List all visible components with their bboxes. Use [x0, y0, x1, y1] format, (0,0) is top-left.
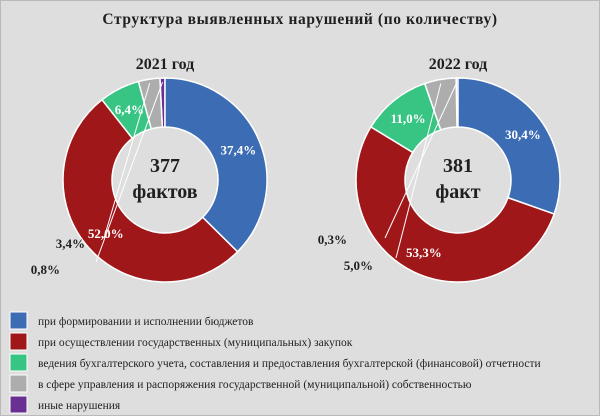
- leader-line-property: [103, 83, 151, 239]
- year-label-2021: 2021 год: [136, 56, 195, 73]
- center-value-2022: 381: [443, 155, 473, 177]
- data-label-accounting: 11,0%: [391, 111, 426, 126]
- center-value-2021: 377: [150, 155, 180, 177]
- center-unit-2021: фактов: [132, 181, 197, 203]
- donut-2022: 2022 год 381 факт 30,4% 53,3% 11,0% 5,0% 0,3…: [318, 56, 561, 283]
- data-label-property: 3,4%: [56, 236, 85, 251]
- data-label-budget: 30,4%: [505, 127, 541, 142]
- leader-line-other: [95, 81, 164, 263]
- leader-line-other: [384, 81, 458, 239]
- legend-label-other: иные нарушения: [38, 400, 121, 412]
- legend-swatch-other: [9, 395, 28, 414]
- slice-budget: [164, 77, 268, 253]
- data-label-accounting: 6,4%: [115, 102, 144, 117]
- slice-procurement: [62, 98, 239, 283]
- slice-property: [137, 77, 164, 130]
- data-label-budget: 37,4%: [220, 142, 256, 157]
- year-label-2022: 2022 год: [429, 56, 488, 73]
- data-label-procurement: 53,3%: [406, 245, 442, 260]
- legend-label-budget: при формировании и исполнении бюджетов: [38, 316, 254, 328]
- legend-label-accounting: ведения бухгалтерского учета, составлени…: [38, 358, 541, 370]
- slice-procurement: [355, 125, 556, 283]
- leader-line-property: [395, 83, 442, 259]
- data-label-property: 5,0%: [344, 258, 373, 273]
- donut-2021: 2021 год 377 фактов 37,4%52,0%6,4%3,4%0,…: [31, 56, 268, 283]
- chart-title: Структура выявленных нарушений (по колич…: [102, 11, 497, 28]
- slice-accounting: [100, 80, 153, 140]
- center-unit-2022: факт: [435, 181, 480, 203]
- legend-label-property: в сфере управления и распоряжения госуда…: [38, 379, 472, 391]
- legend-swatch-procurement: [9, 332, 28, 351]
- legend-swatch-budget: [9, 311, 28, 330]
- slice-budget: [457, 77, 561, 215]
- data-label-other: 0,8%: [31, 262, 60, 277]
- data-label-other: 0,3%: [318, 232, 347, 247]
- legend-swatch-accounting: [9, 353, 28, 372]
- slice-accounting: [369, 82, 442, 154]
- legend-label-procurement: при осуществлении государственных (муниц…: [38, 337, 353, 349]
- slice-property: [423, 77, 458, 131]
- legend: при формировании и исполнении бюджетов пр…: [9, 311, 541, 414]
- legend-swatch-property: [9, 374, 28, 393]
